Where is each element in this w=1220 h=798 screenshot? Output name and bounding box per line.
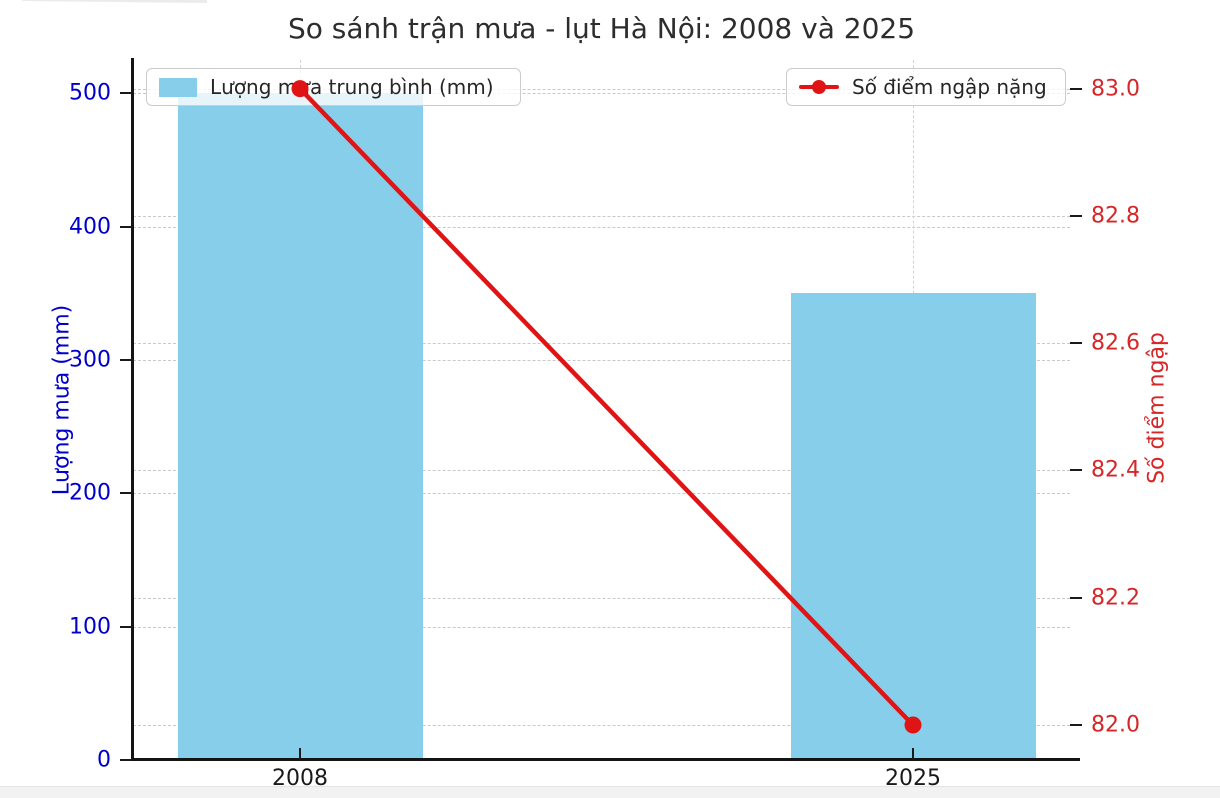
bottom-screen-strip bbox=[0, 786, 1220, 798]
legend-rainfall-label: Lượng mưa trung bình (mm) bbox=[210, 75, 494, 99]
left-y-axis-label: Lượng mưa (mm) bbox=[49, 304, 75, 496]
right-tick-82 bbox=[1070, 724, 1082, 726]
screen-edge-artifact bbox=[21, 0, 208, 3]
right-tick-82.4 bbox=[1070, 469, 1082, 472]
right-tick-label-82.2: 82.2 bbox=[1091, 585, 1140, 611]
legend-rainfall-swatch bbox=[159, 77, 197, 97]
left-tick-label-100: 100 bbox=[69, 614, 111, 640]
left-tick-200 bbox=[120, 492, 132, 495]
left-tick-300 bbox=[120, 359, 132, 361]
left-tick-label-300: 300 bbox=[69, 347, 111, 373]
left-tick-label-200: 200 bbox=[69, 480, 111, 506]
left-tick-500 bbox=[120, 92, 132, 95]
right-tick-label-82.6: 82.6 bbox=[1091, 330, 1140, 356]
left-tick-0 bbox=[120, 759, 132, 761]
bar-2008 bbox=[177, 93, 423, 760]
right-tick-label-82.8: 82.8 bbox=[1091, 203, 1140, 229]
left-tick-label-500: 500 bbox=[69, 80, 111, 106]
right-tick-label-82.4: 82.4 bbox=[1091, 457, 1140, 483]
legend-flood-points-label: Số điểm ngập nặng bbox=[852, 75, 1047, 99]
right-tick-82.6 bbox=[1070, 342, 1082, 345]
x-tick-2025 bbox=[912, 748, 914, 760]
right-y-axis-label: Số điểm ngập bbox=[1144, 332, 1170, 484]
left-tick-400 bbox=[120, 225, 132, 228]
x-tick-label-2008: 2008 bbox=[272, 766, 328, 791]
right-tick-label-82: 82.0 bbox=[1091, 712, 1140, 738]
legend-line-marker-icon bbox=[799, 80, 839, 94]
left-tick-100 bbox=[120, 625, 132, 628]
bar-2025 bbox=[790, 293, 1036, 760]
right-tick-label-83: 83.0 bbox=[1091, 76, 1140, 102]
right-tick-82.2 bbox=[1070, 596, 1082, 599]
legend-circle-marker-icon bbox=[812, 80, 826, 94]
left-axis-spine bbox=[131, 58, 134, 760]
right-tick-82.8 bbox=[1070, 214, 1082, 217]
right-tick-83 bbox=[1070, 87, 1082, 90]
bottom-axis-spine bbox=[131, 758, 1080, 761]
left-tick-label-0: 0 bbox=[97, 747, 111, 773]
legend-flood-points: Số điểm ngập nặng bbox=[786, 68, 1066, 106]
x-tick-label-2025: 2025 bbox=[885, 766, 941, 791]
plot-area bbox=[133, 60, 1070, 760]
x-tick-2008 bbox=[299, 748, 301, 760]
legend-rainfall: Lượng mưa trung bình (mm) bbox=[146, 68, 521, 106]
left-tick-label-400: 400 bbox=[69, 214, 111, 240]
chart-title: So sánh trận mưa - lụt Hà Nội: 2008 và 2… bbox=[287, 12, 916, 45]
